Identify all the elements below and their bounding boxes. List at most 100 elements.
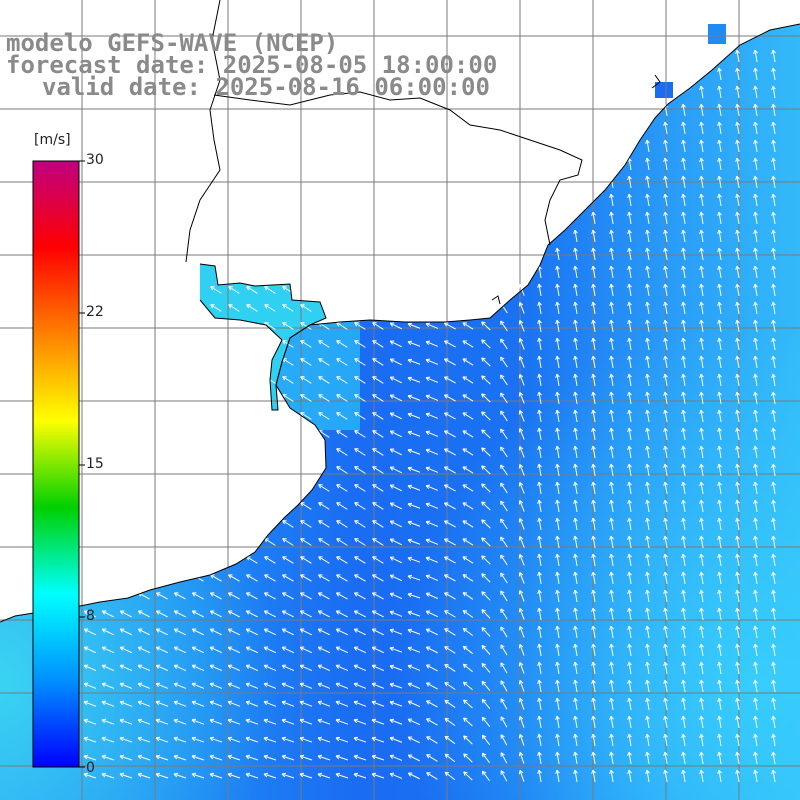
wind-arrow (518, 644, 525, 656)
wind-arrow (663, 193, 668, 206)
wind-arrow (481, 680, 491, 691)
wind-arrow (281, 610, 294, 618)
wind-arrow (425, 574, 439, 581)
wind-arrow (119, 754, 133, 761)
wind-arrow (555, 661, 560, 674)
wind-arrow (645, 211, 650, 224)
wind-arrow (663, 139, 668, 152)
wind-arrow (609, 481, 614, 494)
wind-arrow (609, 733, 614, 746)
wind-arrow (771, 589, 776, 602)
wind-arrow (699, 121, 704, 134)
wind-arrow (609, 283, 614, 296)
wind-arrow (537, 751, 542, 764)
wind-arrow (462, 322, 474, 330)
wind-arrow (609, 409, 614, 422)
wind-arrow (771, 373, 776, 386)
wind-arrow (627, 607, 632, 620)
wind-arrow (407, 394, 421, 401)
wind-arrow (336, 574, 348, 582)
wind-arrow (717, 175, 722, 188)
wind-arrow (83, 754, 97, 761)
wind-arrow (282, 538, 294, 546)
wind-arrow (481, 734, 491, 746)
wind-arrow (227, 646, 241, 654)
wind-arrow (389, 628, 403, 635)
wind-arrow (389, 736, 403, 743)
wind-arrow (444, 753, 456, 763)
wind-arrow (591, 409, 596, 422)
wind-arrow (444, 681, 456, 690)
wind-arrow (753, 589, 758, 602)
wind-arrow (609, 445, 614, 458)
wind-arrow (573, 643, 578, 656)
wind-arrow (245, 718, 259, 725)
colorbar-tick-30: 30 (86, 152, 104, 168)
wind-arrow (717, 517, 722, 530)
wind-arrow (83, 646, 97, 654)
wind-arrow (83, 718, 97, 725)
wind-arrow (353, 754, 367, 761)
wind-arrow (282, 394, 294, 402)
wind-arrow (663, 553, 668, 566)
wind-arrow (609, 427, 614, 440)
wind-arrow (735, 769, 740, 782)
wind-arrow (299, 718, 313, 725)
wind-arrow (753, 553, 758, 566)
wind-arrow (191, 646, 205, 654)
wind-arrow (771, 409, 776, 422)
wind-arrow (717, 283, 722, 296)
wind-arrow (281, 754, 295, 761)
border-line (213, 91, 583, 246)
wind-arrow (627, 175, 632, 188)
wind-arrow (753, 661, 758, 674)
wind-arrow (371, 700, 385, 707)
wind-arrow (753, 535, 758, 548)
wind-arrow (500, 356, 508, 368)
wind-arrow (771, 301, 776, 314)
wind-arrow (573, 571, 578, 584)
wind-arrow (771, 463, 776, 476)
wind-arrow (518, 338, 525, 350)
wind-arrow (627, 517, 632, 530)
wind-arrow (83, 610, 96, 618)
wind-arrow (354, 412, 366, 420)
wind-arrow (681, 589, 686, 602)
wind-arrow (228, 304, 240, 312)
wind-arrow (699, 517, 704, 530)
wind-arrow (555, 445, 560, 458)
wind-arrow (425, 376, 439, 383)
wind-arrow (591, 427, 596, 440)
wind-arrow (518, 697, 525, 710)
wind-arrow (462, 538, 474, 546)
wind-arrow (699, 337, 704, 350)
wind-arrow (318, 358, 330, 366)
wind-arrow (173, 736, 187, 743)
wind-arrow (425, 358, 439, 365)
wind-arrow (407, 322, 421, 329)
wind-arrow (281, 772, 295, 779)
wind-arrow (389, 412, 402, 420)
wind-arrow (336, 394, 348, 402)
wind-arrow (336, 430, 348, 438)
wind-arrow (407, 520, 421, 527)
wind-arrow (155, 736, 169, 743)
wind-arrow (609, 319, 614, 332)
wind-arrow (735, 121, 740, 134)
wind-arrow (227, 772, 241, 779)
wind-arrow (735, 679, 740, 692)
wind-arrow (573, 607, 578, 620)
wind-arrow (317, 700, 331, 707)
wind-arrow (753, 391, 758, 404)
wind-arrow (500, 392, 508, 404)
wind-arrow (753, 265, 758, 278)
wind-arrow (407, 718, 421, 726)
wind-arrow (681, 769, 686, 782)
wind-arrow (372, 502, 384, 510)
wind-arrow (443, 466, 456, 474)
wind-arrow (537, 679, 542, 692)
wind-arrow (481, 591, 491, 601)
wind-arrow (155, 754, 169, 761)
wind-arrow (609, 715, 614, 728)
wind-arrow (119, 718, 133, 725)
